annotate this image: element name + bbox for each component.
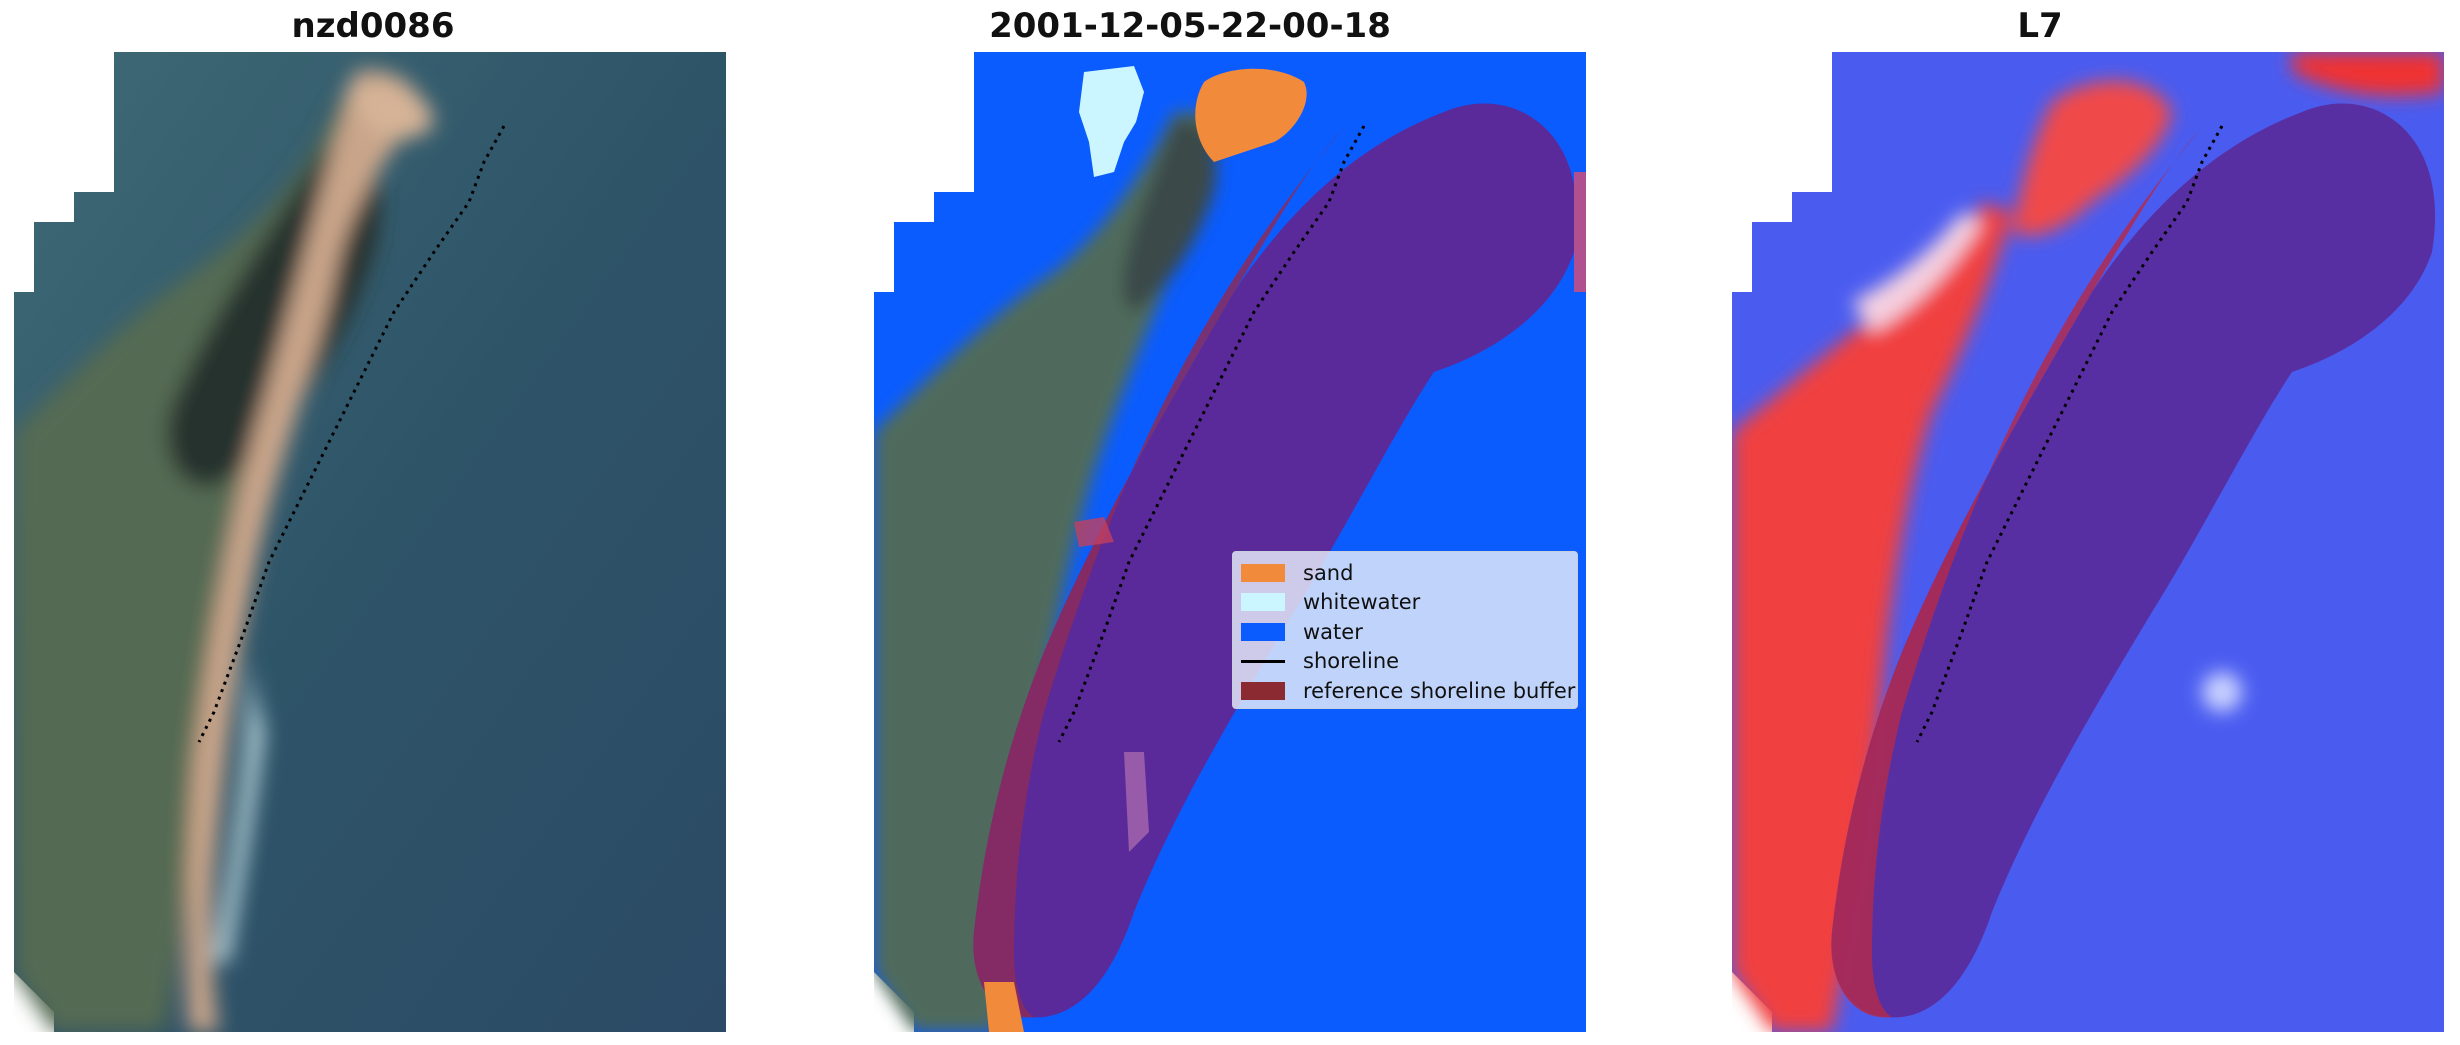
legend-label-water: water [1303, 619, 1363, 644]
index-map-l7 [1732, 52, 2444, 1032]
legend-item-shoreline: shoreline [1241, 647, 1569, 677]
legend-swatch-water [1241, 622, 1285, 641]
legend-swatch-whitewater [1241, 593, 1285, 612]
panel-title-classification: 2001-12-05-22-00-18 [989, 6, 1391, 46]
classification-map [874, 52, 1586, 1032]
panel-title-index: L7 [2017, 6, 2063, 46]
legend-label-whitewater: whitewater [1303, 590, 1421, 615]
legend-swatch-buffer [1241, 681, 1285, 700]
panel-title-rgb: nzd0086 [291, 6, 455, 46]
legend-item-water: water [1241, 617, 1569, 647]
legend-item-whitewater: whitewater [1241, 588, 1569, 618]
legend-label-buffer: reference shoreline buffer [1303, 678, 1576, 703]
rgb-satellite-image [14, 52, 726, 1032]
legend-item-sand: sand [1241, 558, 1569, 588]
legend-label-sand: sand [1303, 560, 1354, 585]
legend-swatch-sand [1241, 563, 1285, 582]
legend-label-shoreline: shoreline [1303, 649, 1400, 674]
legend: sand whitewater water shoreline referenc… [1232, 551, 1578, 709]
legend-item-buffer: reference shoreline buffer [1241, 676, 1575, 706]
legend-swatch-shoreline [1241, 659, 1285, 663]
